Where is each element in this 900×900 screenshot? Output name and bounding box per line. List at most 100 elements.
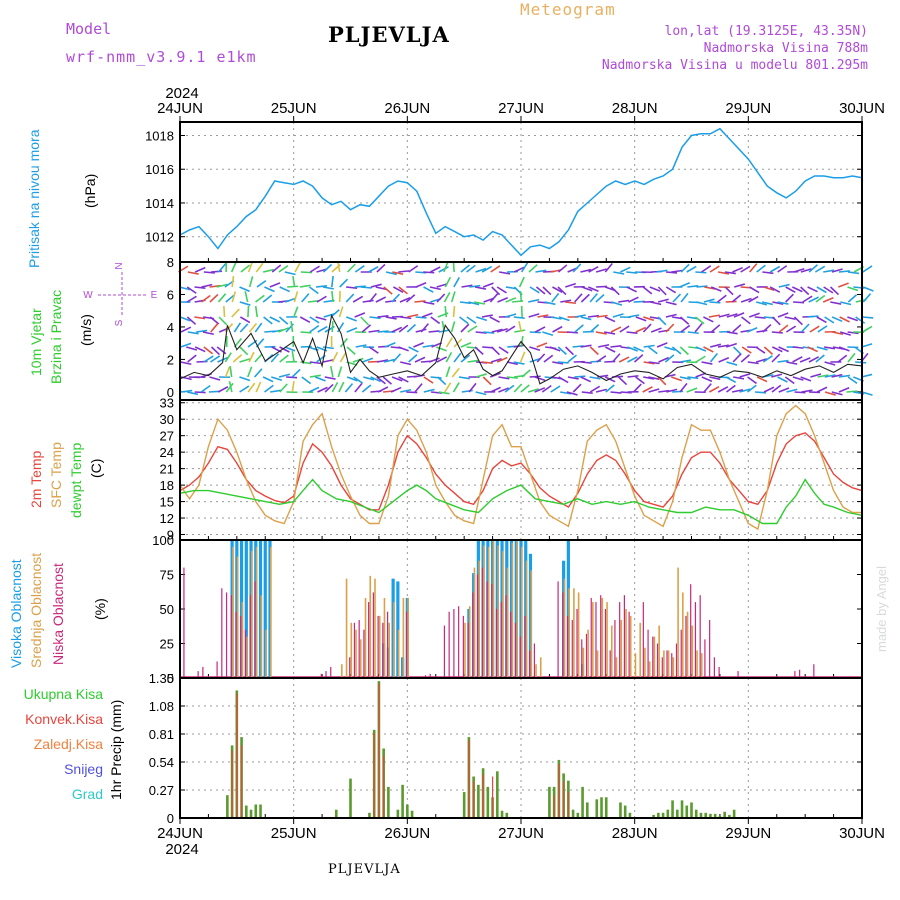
wind-barb [656,342,668,348]
low-cloud-bar [443,625,446,678]
wind-barb [520,336,524,348]
wind-barb [398,376,409,383]
wind-barb [777,312,789,318]
wind-barb [216,283,228,288]
wind-barb [550,316,562,320]
day-label-top: 24JUN [157,100,203,117]
wind-barb [408,346,419,353]
low-cloud-bar [799,669,801,678]
wind-barb [823,346,836,350]
total-precip-bar [732,809,736,818]
wind-barb [392,353,402,363]
wind-barb [322,358,335,363]
convective-precip-bar [468,740,470,818]
total-precip-bar [595,799,599,818]
wind-barb [181,389,193,393]
wind-barb [732,324,742,333]
wind-barb [504,384,515,393]
wind-barb [194,346,206,353]
wind-barb [589,385,601,393]
wind-barb [769,286,781,293]
wind-barb [200,384,211,393]
low-cloud-bar [235,611,237,678]
wind-barb [694,322,703,333]
convective-precip-bar [383,755,385,818]
ytick-label: 9 [167,528,174,543]
wind-barb [529,286,540,294]
wind-barb [377,386,389,393]
wind-barb [352,295,364,303]
wind-barb [792,376,804,381]
wind-barb [528,313,540,318]
convective-precip-bar [491,776,494,818]
wind-barb [256,280,267,288]
wind-barb [815,294,826,303]
wind-barb [399,297,411,303]
wind-barb [481,361,493,364]
wind-barb [315,316,327,321]
wind-barb [228,381,233,393]
wind-barb [537,314,549,318]
wind-barb [187,331,199,335]
mid-cloud-bar [364,597,367,678]
wind-barb [847,376,858,385]
low-cloud-bar [661,657,663,678]
total-precip-bar [685,805,689,818]
ytick-label: 0.54 [149,755,174,770]
wind-barb [580,361,592,364]
wind-barb [772,301,784,305]
low-cloud-bar [699,595,701,678]
wind-barb [595,268,607,273]
wind-barb [490,386,501,393]
wind-barb [230,261,237,273]
wind-barb [778,324,789,333]
mid-cloud-bar [407,597,409,678]
wind-barb [657,376,667,386]
mid-cloud-bar [592,602,594,678]
wind-barb [505,297,517,303]
wind-barb [436,356,448,363]
wind-barb [307,299,319,303]
altitude-label: Nadmorska Visina 788m [703,41,868,56]
wind-barb [595,388,607,393]
wind-barb [291,351,295,363]
wind-barb [709,352,718,363]
wind-barb [739,388,751,393]
wind-barb [838,346,850,352]
low-cloud-bar [382,622,384,678]
low-cloud-bar [529,650,531,678]
total-precip-bar [349,778,352,818]
wind-barb [808,264,818,273]
mid-cloud-bar [644,647,646,678]
wind-barb [186,286,197,294]
wind-barb [793,316,803,326]
wind-barb [466,316,477,324]
wind-barb [649,286,661,292]
wind-barb [709,301,721,304]
wind-barb [726,361,738,366]
wind-barb [747,361,759,365]
total-precip-bar [657,812,660,818]
wind-barb [300,271,312,274]
wind-barb [635,376,645,385]
wind-barb [686,265,697,273]
total-precip-bar [713,813,717,818]
wind-barb [476,316,488,322]
ytick-label: 12 [160,511,174,526]
high-cloud-bar [528,553,533,678]
wind-barb [391,326,403,333]
total-precip-bar [694,809,698,818]
wind-barb [300,331,312,334]
wind-barb [756,264,766,273]
wind-barb [360,316,370,326]
wind-barb [413,374,425,378]
wind-barb [657,286,667,296]
wind-barb [225,294,235,303]
mid-cloud-bar [530,570,533,678]
wind-barb [658,389,670,393]
wind-barb [491,286,501,296]
wind-barb [506,361,518,366]
wind-barb [755,301,768,306]
wind-barb [468,382,477,393]
wind-barb [560,391,572,395]
